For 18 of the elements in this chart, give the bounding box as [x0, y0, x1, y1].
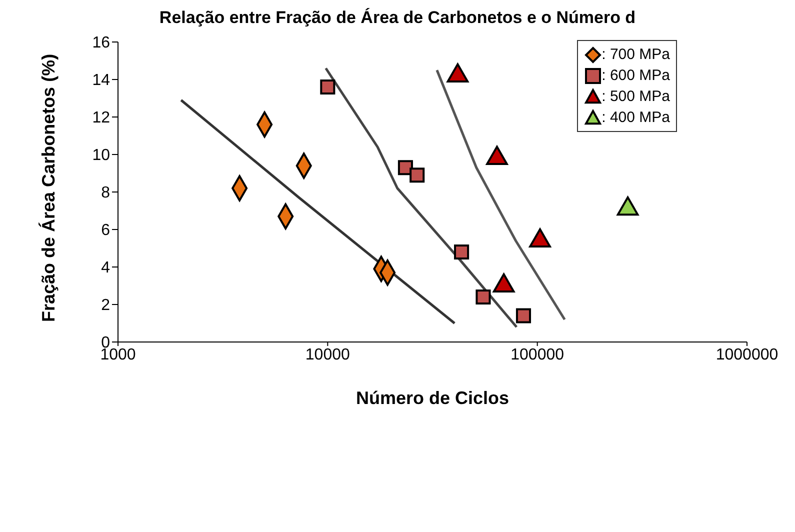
- x-tick-label: 1000000: [716, 346, 778, 364]
- y-tick-label: 6: [101, 222, 110, 240]
- x-tick-label: 10000: [305, 346, 350, 364]
- y-tick-label: 12: [92, 110, 110, 127]
- legend-label: : 500 MPa: [602, 88, 670, 105]
- x-axis-title: Número de Ciclos: [356, 388, 510, 408]
- y-tick-label: 2: [101, 297, 110, 314]
- legend-label: : 400 MPa: [602, 109, 670, 126]
- y-tick-label: 10: [92, 147, 110, 164]
- y-tick-label: 8: [101, 184, 110, 202]
- legend-label: : 700 MPa: [602, 46, 670, 63]
- y-tick-label: 16: [92, 34, 110, 52]
- y-axis-title: Fração de Área Carbonetos (%): [38, 54, 58, 322]
- legend-label: : 600 MPa: [602, 67, 670, 84]
- chart-title: Relação entre Fração de Área de Carbonetos e o Número d: [158, 8, 637, 29]
- y-tick-label: 4: [101, 260, 110, 277]
- x-tick-label: 100000: [510, 346, 564, 364]
- y-tick-label: 14: [92, 72, 110, 90]
